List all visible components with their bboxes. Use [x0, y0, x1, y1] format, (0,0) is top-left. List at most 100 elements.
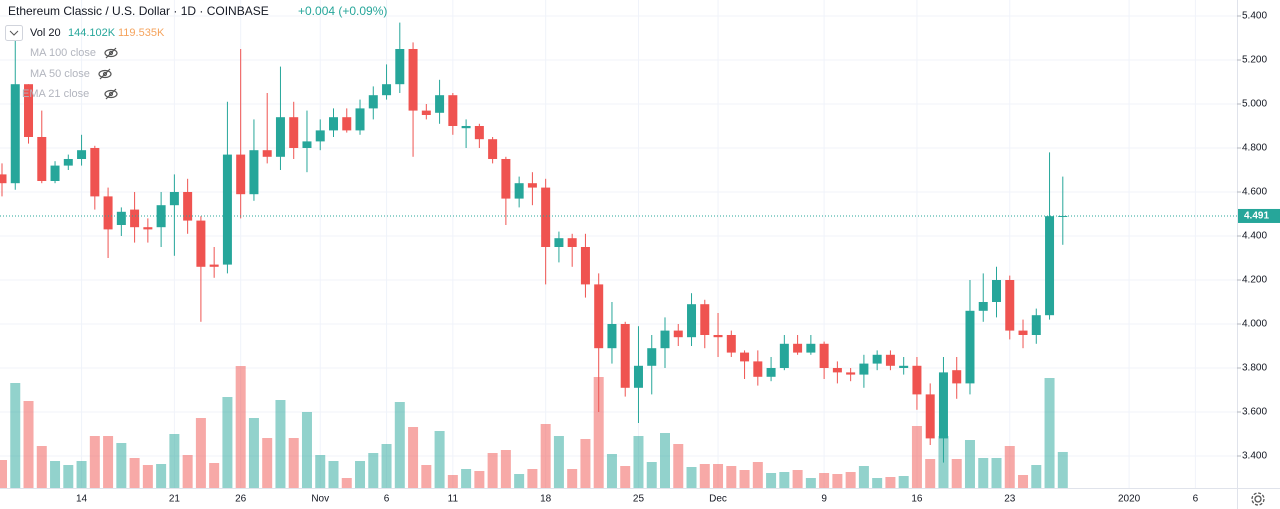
volume-bar [540, 424, 551, 488]
legend-ema21: EMA 21 close [22, 88, 89, 100]
volume-bar [898, 476, 909, 488]
volume-bar [779, 472, 790, 488]
candle-body [607, 323, 617, 349]
x-tick-label: 2020 [1118, 494, 1141, 505]
legend-ma50: MA 50 close [30, 68, 90, 80]
volume-bar [182, 455, 193, 488]
candle-body [885, 354, 895, 366]
candle-body [567, 238, 577, 247]
volume-bar [633, 436, 644, 488]
volume-bar [156, 464, 167, 488]
volume-bar [10, 383, 21, 488]
volume-bar [36, 446, 47, 488]
volume-bar [169, 434, 180, 488]
volume-bar [368, 453, 379, 488]
settings-gear[interactable] [1251, 492, 1265, 506]
x-tick-label: 14 [76, 494, 88, 505]
candle-body [1018, 330, 1028, 335]
collapse-button[interactable] [5, 25, 23, 41]
candle-body [594, 284, 604, 349]
candle-body [753, 361, 763, 377]
volume-bar [142, 465, 153, 488]
candle-body [992, 279, 1001, 302]
volume-bar [606, 454, 617, 488]
candle-body [395, 48, 405, 85]
volume-bar [527, 469, 538, 488]
volume-bar [434, 431, 445, 488]
candle-body [302, 141, 312, 148]
volume-bar [129, 458, 140, 488]
candle-body [329, 117, 338, 131]
volume-bar [447, 475, 458, 488]
volume-bar [487, 453, 498, 488]
candle-body [899, 365, 909, 368]
y-tick-label: 3.800 [1242, 363, 1267, 374]
candle-body [620, 323, 630, 388]
candle-body [474, 125, 484, 140]
volume-bar [315, 455, 326, 488]
volume-bar [593, 377, 604, 488]
candle-body [633, 365, 643, 388]
candle-body [63, 158, 73, 166]
volume-bar [991, 458, 1002, 488]
legend-volume-value: 144.102K [68, 27, 116, 39]
x-tick-label: 6 [1193, 494, 1199, 505]
candle-body [541, 187, 551, 247]
axis-layer: 3.400 3.600 3.800 4.000 4.200 4.400 4.600 4.800… [0, 11, 1280, 505]
candle-body [421, 110, 431, 115]
candle-body [952, 370, 962, 384]
volume-bar [567, 469, 578, 488]
candle-body [50, 165, 60, 181]
candle-body [435, 95, 445, 113]
volume-bar [275, 400, 286, 488]
volume-bar [0, 460, 7, 488]
candle-body [726, 334, 736, 353]
volume-bar [646, 462, 657, 488]
volume-bar [726, 466, 737, 488]
candle-body [766, 367, 776, 377]
candle-body [355, 108, 365, 131]
candle-body [130, 209, 140, 228]
candle-body [77, 150, 87, 159]
x-tick-label: 16 [911, 494, 923, 505]
hidden-eye-icons[interactable] [98, 47, 118, 100]
volume-bar [660, 433, 670, 488]
volume-bar [63, 465, 74, 488]
volume-bar [673, 444, 684, 488]
y-tick-label: 5.200 [1242, 55, 1267, 66]
price-change: +0.004 (+0.09%) [298, 4, 387, 18]
volume-bar [951, 459, 962, 488]
volume-bar [752, 462, 763, 488]
volume-bar [461, 469, 472, 488]
candle-body [24, 84, 34, 137]
x-tick-label: Dec [709, 494, 727, 505]
volume-bar [1031, 465, 1042, 488]
candle-body [408, 48, 418, 111]
volume-bar [235, 366, 246, 488]
candle-body [315, 130, 325, 142]
candle-body [938, 372, 948, 439]
candle-body [116, 211, 126, 225]
y-tick-label: 4.400 [1242, 231, 1267, 242]
y-tick-label: 4.200 [1242, 275, 1267, 286]
legend-ma100: MA 100 close [30, 47, 96, 59]
volume-bar [1018, 475, 1029, 488]
volume-bar [195, 418, 206, 488]
volume-bar [553, 436, 564, 488]
candle-body [368, 95, 378, 109]
candle-body [209, 264, 219, 267]
last-price-box [1238, 208, 1280, 223]
volume-bar [845, 472, 856, 488]
x-tick-label: 25 [633, 494, 645, 505]
candle-body [978, 301, 988, 311]
candle-body [859, 363, 869, 375]
candle-body [0, 174, 7, 184]
y-tick-label: 3.600 [1242, 407, 1267, 418]
candle-body [740, 352, 750, 362]
candle-body [222, 154, 232, 265]
candle-body [832, 367, 842, 373]
candle-body [501, 158, 511, 199]
volume-bar [116, 443, 127, 488]
volume-bar [341, 478, 352, 488]
candle-body [183, 191, 193, 221]
